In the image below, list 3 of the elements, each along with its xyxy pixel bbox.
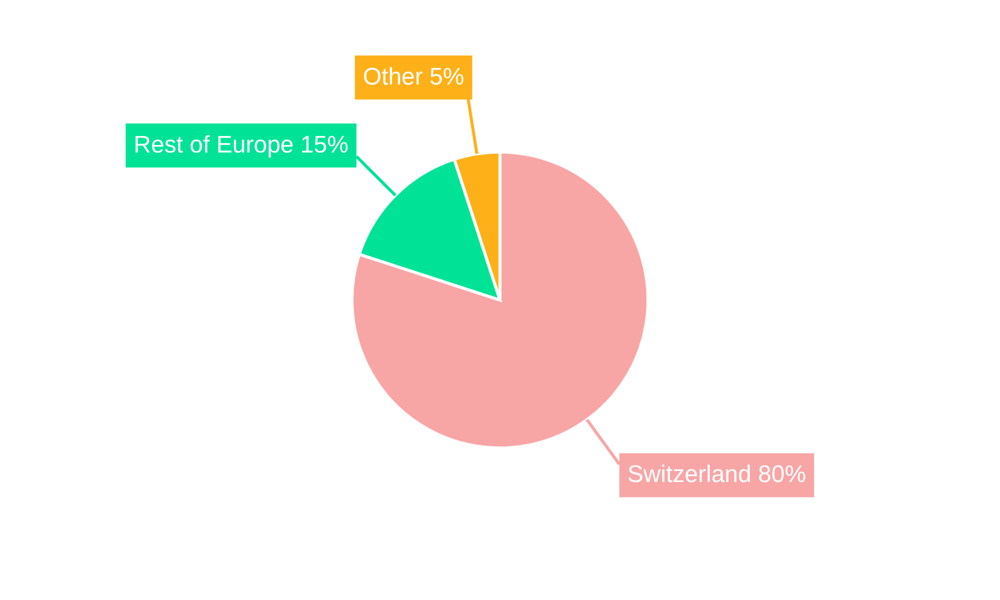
slice-label: Other 5% bbox=[362, 64, 464, 90]
slice-label: Rest of Europe 15% bbox=[134, 131, 348, 158]
slice-label: Switzerland 80% bbox=[627, 461, 806, 488]
